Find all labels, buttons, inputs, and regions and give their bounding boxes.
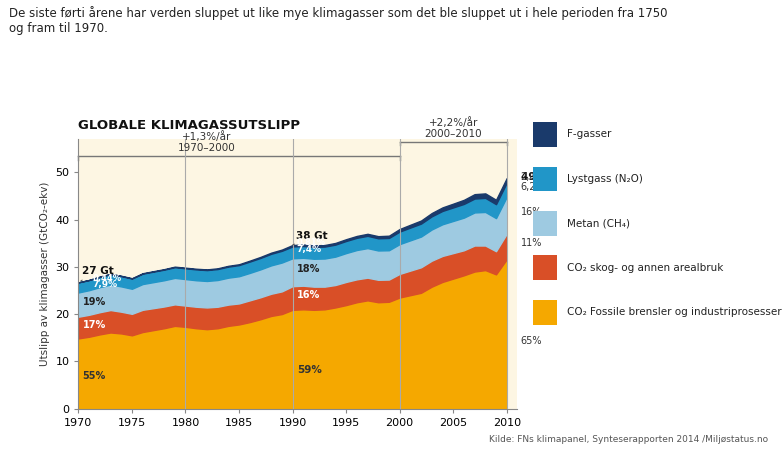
Text: F-gasser: F-gasser	[567, 129, 612, 140]
Text: 11%: 11%	[521, 238, 542, 248]
Text: 16%: 16%	[521, 207, 542, 217]
Text: 0,81%: 0,81%	[297, 238, 326, 247]
Bar	[533, 255, 557, 280]
Bar	[533, 122, 557, 147]
Text: 59%: 59%	[297, 365, 321, 375]
Text: CO₂ Fossile brensler og industriprosesser: CO₂ Fossile brensler og industriprosesse…	[567, 307, 782, 317]
Text: 16%: 16%	[297, 290, 320, 300]
Text: 17%: 17%	[82, 320, 106, 330]
Y-axis label: Utslipp av klimagasser (GtCO₂-ekv): Utslipp av klimagasser (GtCO₂-ekv)	[40, 182, 49, 366]
Text: 27 Gt: 27 Gt	[81, 266, 114, 281]
Text: +1,3%/år
1970–2000: +1,3%/år 1970–2000	[178, 131, 236, 154]
Text: 19%: 19%	[82, 297, 106, 307]
Text: +2,2%/år
2000–2010: +2,2%/år 2000–2010	[424, 117, 482, 139]
Text: Kilde: FNs klimapanel, Synteserapporten 2014 /Miljøstatus.no: Kilde: FNs klimapanel, Synteserapporten …	[489, 435, 768, 444]
Text: 55%: 55%	[82, 371, 106, 381]
Text: 7,4%: 7,4%	[297, 246, 322, 255]
Text: De siste førti årene har verden sluppet ut like mye klimagasser som det ble slup: De siste førti årene har verden sluppet …	[9, 6, 668, 35]
Text: 7,9%: 7,9%	[93, 281, 118, 290]
Bar	[533, 211, 557, 236]
Text: 38 Gt: 38 Gt	[292, 231, 328, 245]
Text: Metan (CH₄): Metan (CH₄)	[567, 218, 630, 229]
Text: Lystgass (N₂O): Lystgass (N₂O)	[567, 174, 643, 184]
Text: 65%: 65%	[521, 336, 543, 346]
Text: 2,0%: 2,0%	[521, 172, 546, 182]
Bar	[533, 300, 557, 325]
Bar	[533, 167, 557, 191]
Text: 49 Gt: 49 Gt	[521, 172, 552, 182]
Text: 18%: 18%	[297, 264, 320, 274]
Text: CO₂ skog- og annen arealbruk: CO₂ skog- og annen arealbruk	[567, 263, 724, 273]
Text: GLOBALE KLIMAGASSUTSLIPP: GLOBALE KLIMAGASSUTSLIPP	[78, 119, 300, 132]
Text: 0,44%: 0,44%	[93, 274, 122, 283]
Text: 6,2%: 6,2%	[521, 182, 546, 192]
